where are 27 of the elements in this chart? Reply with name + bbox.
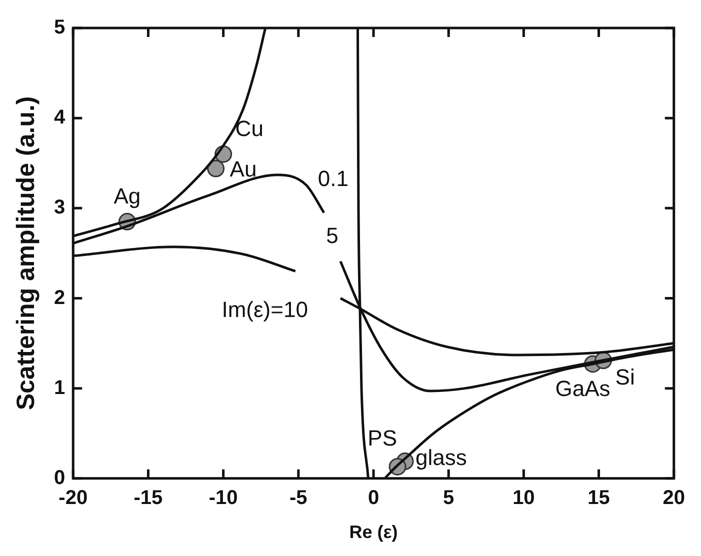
x-tick-label: 0	[368, 486, 380, 509]
y-tick-label: 2	[54, 286, 66, 309]
annotation: Ag	[114, 184, 141, 209]
x-tick-label: -10	[208, 486, 238, 509]
x-tick-label: -15	[134, 486, 163, 509]
x-tick-label: 5	[443, 486, 454, 509]
x-tick-label: 20	[662, 486, 685, 509]
series-label: 5	[326, 223, 338, 248]
y-tick-label: 3	[54, 196, 66, 219]
annotation: Cu	[235, 116, 264, 142]
series-label: Im(ε)=10	[222, 296, 308, 322]
x-tick-label: 10	[512, 486, 535, 509]
x-tick-label: -5	[290, 486, 308, 509]
x-axis-title: Re (ε)	[349, 522, 398, 542]
y-tick-label: 0	[54, 466, 66, 489]
y-tick-label: 1	[54, 376, 66, 399]
annotation: GaAs	[555, 376, 610, 402]
x-tick-label: 15	[588, 486, 610, 509]
series-label: 0.1	[318, 166, 348, 192]
annotation: Si	[615, 364, 635, 390]
annotation: PS	[368, 425, 398, 450]
x-tick-label: -20	[58, 486, 88, 509]
y-tick-label: 4	[54, 106, 66, 129]
y-axis-title: Scattering amplitude (a.u.)	[12, 96, 40, 410]
annotation: glass	[416, 444, 467, 470]
y-tick-label: 5	[54, 16, 66, 39]
annotation: Au	[230, 156, 257, 182]
